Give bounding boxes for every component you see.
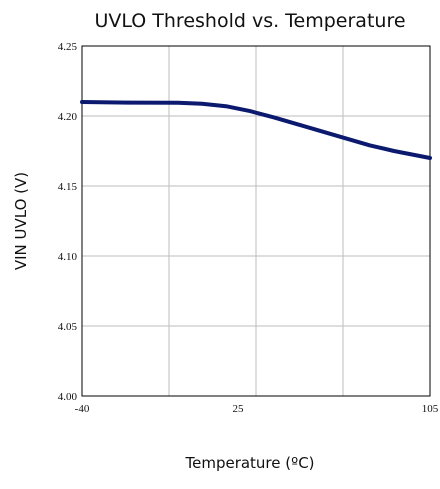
grid xyxy=(82,45,430,397)
y-tick-label: 4.20 xyxy=(58,111,78,123)
x-axis: -40 25 105 xyxy=(75,403,439,415)
x-tick-label: 25 xyxy=(233,403,245,415)
x-axis-label: Temperature (ºC) xyxy=(184,454,314,472)
chart-title: UVLO Threshold vs. Temperature xyxy=(94,10,405,32)
y-tick-label: 4.15 xyxy=(58,181,78,193)
y-tick-label: 4.10 xyxy=(58,251,78,263)
y-axis: 4.00 4.05 4.10 4.15 4.20 4.25 xyxy=(58,41,78,403)
y-tick-label: 4.25 xyxy=(58,41,78,53)
y-tick-label: 4.05 xyxy=(58,321,78,333)
y-tick-label: 4.00 xyxy=(58,391,78,403)
x-tick-label: -40 xyxy=(75,403,90,415)
plot-area xyxy=(81,45,431,397)
x-tick-label: 105 xyxy=(422,403,439,415)
series-line xyxy=(80,100,432,160)
y-axis-label: VIN UVLO (V) xyxy=(12,172,30,270)
